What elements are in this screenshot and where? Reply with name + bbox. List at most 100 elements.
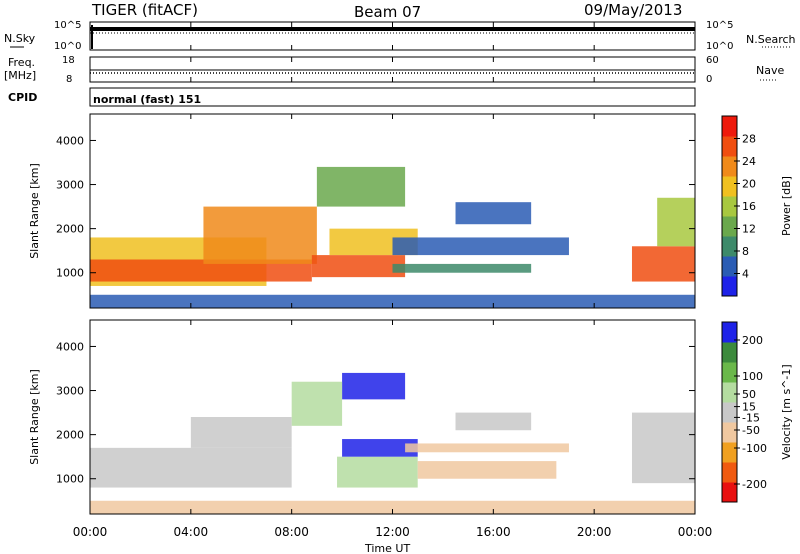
colorbar-tick-label: 20 <box>742 178 756 191</box>
y-tick-label: 2000 <box>56 223 84 236</box>
colorbar-tick-label: -100 <box>742 442 767 455</box>
data-region <box>657 197 695 247</box>
data-region <box>455 412 532 431</box>
nsky-tick-top: 10^5 <box>54 20 81 31</box>
data-region <box>291 381 343 426</box>
data-region <box>417 461 557 479</box>
nsearch-tick-bottom: 10^0 <box>706 41 733 52</box>
colorbar-tick-label: 8 <box>742 245 749 258</box>
data-region <box>316 166 406 207</box>
x-tick-label: 00:00 <box>73 525 108 539</box>
y-tick-label: 4000 <box>56 134 84 147</box>
data-region <box>342 372 406 400</box>
nave-label: Nave <box>756 64 784 77</box>
freq-label: Freq. <box>8 56 35 69</box>
data-region <box>342 439 418 457</box>
data-region <box>392 263 532 273</box>
colorbar-tick-label: 24 <box>742 155 756 168</box>
x-tick-label: 00:00 <box>678 525 713 539</box>
y-tick-label: 4000 <box>56 340 84 353</box>
colorbar-segment <box>722 382 737 403</box>
freq-unit-label: [MHz] <box>4 69 36 82</box>
plot-title: TIGER (fitACF) <box>91 1 198 19</box>
x-tick-label: 08:00 <box>274 525 309 539</box>
colorbar-segment <box>722 256 737 277</box>
nsky-tick-bottom: 10^0 <box>54 41 81 52</box>
colorbar-tick-label: 16 <box>742 200 756 213</box>
power-colorbar: 4 8 12 16 20 24 28 Power [dB] <box>721 115 793 297</box>
colorbar-tick-label: 100 <box>742 370 763 383</box>
colorbar-segment <box>722 236 737 257</box>
colorbar-segment <box>722 116 737 137</box>
colorbar-tick-label: 200 <box>742 334 763 347</box>
x-tick-label: 20:00 <box>577 525 612 539</box>
data-region <box>631 246 695 282</box>
colorbar-frame <box>721 321 738 503</box>
x-tick-label: 04:00 <box>174 525 209 539</box>
data-region <box>90 500 695 514</box>
y-axis-label: Slant Range [km] <box>28 163 41 259</box>
colorbar-label: Power [dB] <box>780 176 793 236</box>
data-region <box>392 237 569 256</box>
colorbar-segment <box>722 362 737 383</box>
data-region <box>405 443 569 453</box>
colorbar-tick-label: 50 <box>742 388 756 401</box>
velocity-panel: 1000 2000 3000 4000 Slant Range [km] <box>28 319 696 515</box>
colorbar-tick-label: 4 <box>742 268 749 281</box>
colorbar-segment <box>722 322 737 343</box>
colorbar-segment <box>722 136 737 157</box>
colorbar-segment <box>722 342 737 363</box>
data-region <box>455 202 532 225</box>
colorbar-tick-label: 15 <box>742 401 756 414</box>
colorbar-tick-label: -50 <box>742 424 760 437</box>
x-axis: 00:00 04:00 08:00 12:00 16:00 20:00 00:00 <box>73 22 713 539</box>
y-tick-label: 1000 <box>56 267 84 280</box>
y-tick-label: 2000 <box>56 429 84 442</box>
beam-label: Beam 07 <box>354 3 421 21</box>
freq-tick-bottom: 8 <box>66 74 72 85</box>
colorbar-segment <box>722 402 737 423</box>
data-region <box>311 255 406 278</box>
date-label: 09/May/2013 <box>584 1 682 19</box>
colorbar-segment <box>722 482 737 503</box>
data-region <box>90 259 312 282</box>
colorbar-segment <box>722 422 737 443</box>
data-regions <box>90 166 695 308</box>
colorbar-label: Velocity [m s^-1] <box>780 364 793 459</box>
colorbar-tick-label: -15 <box>742 411 760 424</box>
data-region <box>190 417 292 448</box>
data-region <box>631 412 695 484</box>
nsearch-label: N.Search <box>746 33 796 46</box>
freq-tick-top: 18 <box>62 55 75 66</box>
x-tick-label: 16:00 <box>476 525 511 539</box>
colorbar-tick-label: 28 <box>742 133 756 146</box>
x-tick-label: 12:00 <box>375 525 410 539</box>
nsky-label: N.Sky <box>4 32 36 45</box>
y-tick-label: 3000 <box>56 179 84 192</box>
colorbar-segment <box>722 216 737 237</box>
y-axis-label: Slant Range [km] <box>28 369 41 465</box>
colorbar-segment <box>722 176 737 197</box>
data-regions <box>90 372 695 514</box>
data-region <box>90 447 292 488</box>
cpid-panel <box>89 87 696 107</box>
nave-tick-bottom: 0 <box>706 74 712 85</box>
cpid-label: CPID <box>8 91 37 104</box>
y-tick-label: 3000 <box>56 385 84 398</box>
colorbar-tick-label: 12 <box>742 223 756 236</box>
colorbar-tick-label: -200 <box>742 478 767 491</box>
cpid-value: normal (fast) 151 <box>93 93 201 106</box>
data-region <box>337 456 418 488</box>
data-region <box>203 206 317 264</box>
colorbar-segment <box>722 196 737 217</box>
colorbar-segment <box>722 462 737 483</box>
nave-tick-top: 60 <box>706 55 719 66</box>
nsearch-tick-top: 10^5 <box>706 20 733 31</box>
colorbar-segment <box>722 156 737 177</box>
y-tick-label: 1000 <box>56 473 84 486</box>
data-region <box>90 294 695 308</box>
x-axis-label: Time UT <box>364 542 410 554</box>
colorbar-segment <box>722 442 737 463</box>
